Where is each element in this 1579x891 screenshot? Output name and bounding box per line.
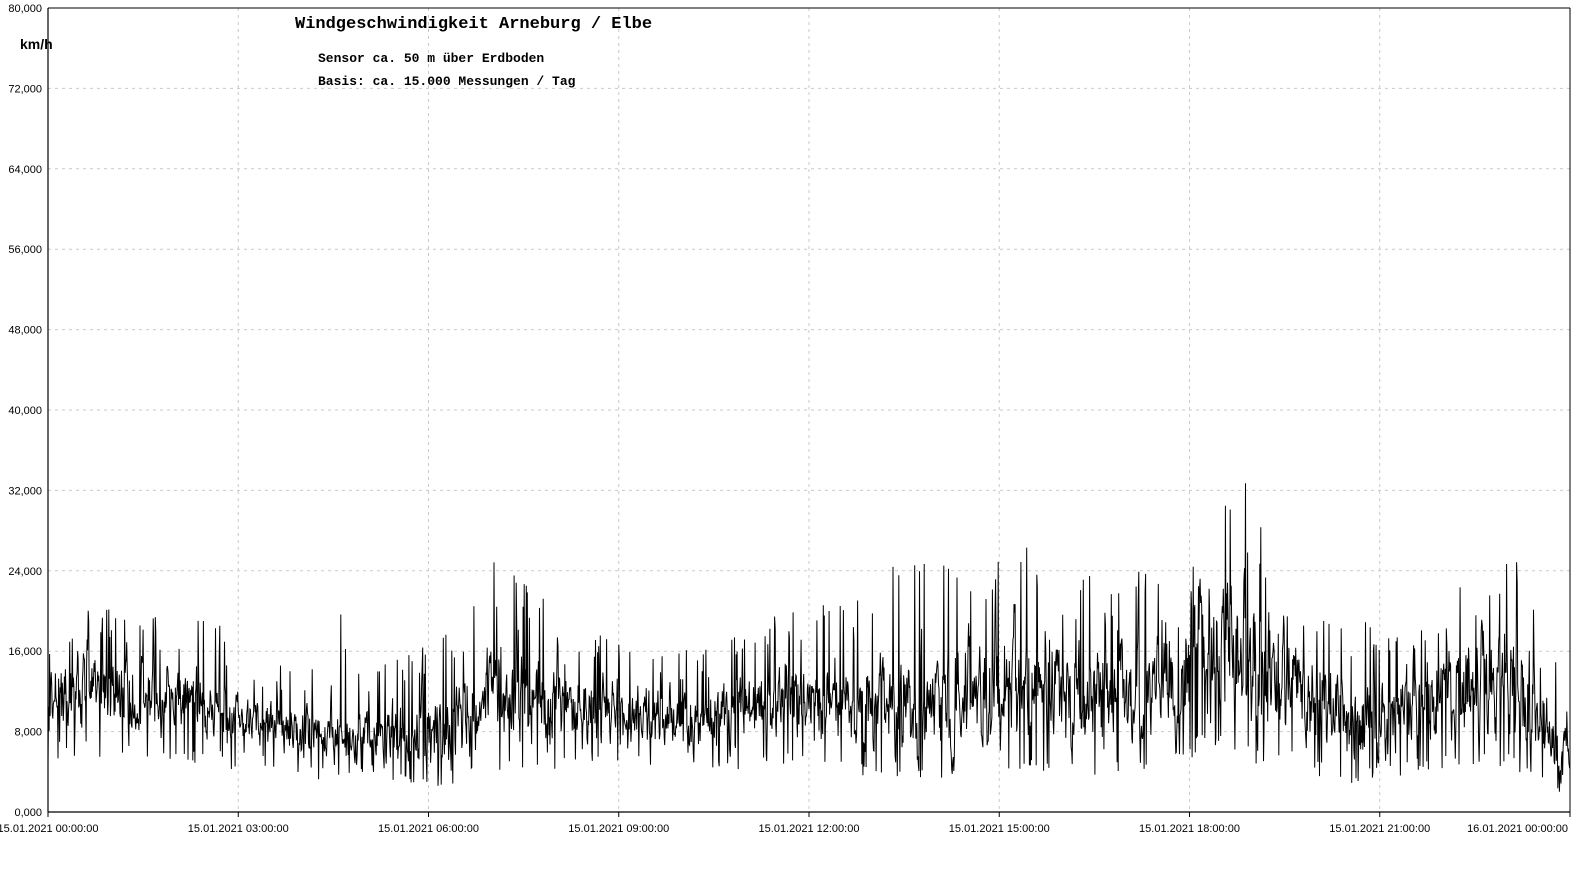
x-tick-label: 15.01.2021 18:00:00 bbox=[1139, 823, 1240, 835]
x-tick-label: 15.01.2021 15:00:00 bbox=[949, 823, 1050, 835]
x-tick-label: 15.01.2021 06:00:00 bbox=[378, 823, 479, 835]
x-tick-label: 15.01.2021 09:00:00 bbox=[568, 823, 669, 835]
chart-subtitle-2: Basis: ca. 15.000 Messungen / Tag bbox=[318, 74, 576, 89]
chart-title: Windgeschwindigkeit Arneburg / Elbe bbox=[295, 15, 652, 34]
x-tick-label: 15.01.2021 12:00:00 bbox=[759, 823, 860, 835]
y-tick-label: 64,000 bbox=[8, 164, 42, 176]
y-tick-label: 0,000 bbox=[14, 807, 42, 819]
wind-speed-chart: 0,000 8,000 16,000 24,000 32,000 40,000 48,000… bbox=[0, 0, 1579, 891]
x-tick-label: 15.01.2021 00:00:00 bbox=[0, 823, 98, 835]
y-tick-label: 48,000 bbox=[8, 325, 42, 337]
x-tick-label: 16.01.2021 00:00:00 bbox=[1467, 823, 1568, 835]
y-tick-label: 32,000 bbox=[8, 485, 42, 497]
y-tick-label: 56,000 bbox=[8, 244, 42, 256]
y-tick-label: 16,000 bbox=[8, 646, 42, 658]
chart-subtitle-1: Sensor ca. 50 m über Erdboden bbox=[318, 51, 544, 66]
y-tick-label: 80,000 bbox=[8, 3, 42, 15]
y-tick-label: 40,000 bbox=[8, 405, 42, 417]
y-tick-label: 8,000 bbox=[14, 727, 42, 739]
y-axis-label: km/h bbox=[20, 36, 53, 52]
y-tick-label: 72,000 bbox=[8, 83, 42, 95]
x-tick-label: 15.01.2021 21:00:00 bbox=[1329, 823, 1430, 835]
x-tick-label: 15.01.2021 03:00:00 bbox=[188, 823, 289, 835]
y-tick-label: 24,000 bbox=[8, 566, 42, 578]
